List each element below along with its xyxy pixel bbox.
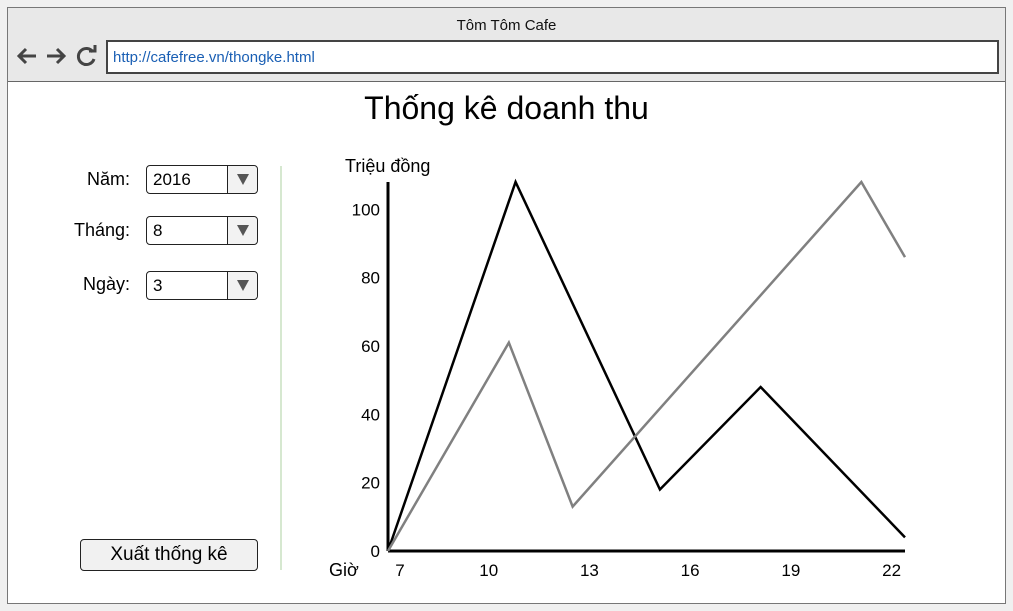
x-tick-label: 10	[479, 561, 498, 580]
window-title: Tôm Tôm Cafe	[456, 17, 557, 34]
month-value: 8	[153, 220, 163, 240]
y-axis-label: Triệu đồng	[345, 156, 430, 176]
page-title: Thống kê doanh thu	[364, 90, 649, 126]
back-arrow-icon[interactable]	[15, 44, 39, 68]
chevron-down-icon	[236, 225, 249, 236]
y-tick-label: 20	[361, 474, 380, 493]
month-dropdown-button[interactable]	[227, 217, 257, 244]
y-tick-label: 40	[361, 405, 380, 424]
month-select[interactable]: 8	[146, 216, 258, 245]
y-tick-label: 60	[361, 337, 380, 356]
x-tick-label: 13	[580, 561, 599, 580]
x-tick-label: 22	[882, 561, 901, 580]
reload-icon[interactable]	[75, 44, 99, 68]
y-tick-label: 100	[352, 200, 380, 219]
x-tick-label: 19	[781, 561, 800, 580]
y-tick-label: 80	[361, 269, 380, 288]
x-tick-label: 16	[681, 561, 700, 580]
chevron-down-icon	[236, 174, 249, 185]
day-select[interactable]: 3	[146, 271, 258, 300]
forward-arrow-icon[interactable]	[44, 44, 68, 68]
series-line-1	[386, 178, 906, 552]
revenue-chart: 0 20 40 60 80 100 7 10 13 16 19 22 Triệu đồng Giờ	[329, 156, 907, 580]
x-tick-label: 7	[395, 561, 404, 580]
panel-divider	[280, 166, 282, 570]
browser-window: Tôm Tôm Cafe http://cafefree.vn/thongke.…	[7, 7, 1006, 604]
series-line-2	[386, 179, 907, 552]
month-label: Tháng:	[73, 220, 130, 240]
year-dropdown-button[interactable]	[227, 166, 257, 193]
day-value: 3	[153, 275, 163, 295]
year-select[interactable]: 2016	[146, 165, 258, 194]
day-dropdown-button[interactable]	[227, 272, 257, 299]
year-label: Năm:	[86, 169, 130, 189]
export-statistics-button[interactable]: Xuất thống kê	[80, 539, 258, 571]
browser-toolbar: Tôm Tôm Cafe http://cafefree.vn/thongke.…	[8, 8, 1005, 82]
y-tick-label: 0	[371, 542, 380, 561]
day-label: Ngày:	[82, 274, 130, 294]
url-input[interactable]: http://cafefree.vn/thongke.html	[106, 40, 999, 74]
x-axis-label: Giờ	[329, 560, 359, 580]
year-value: 2016	[153, 169, 191, 189]
chevron-down-icon	[236, 280, 249, 291]
